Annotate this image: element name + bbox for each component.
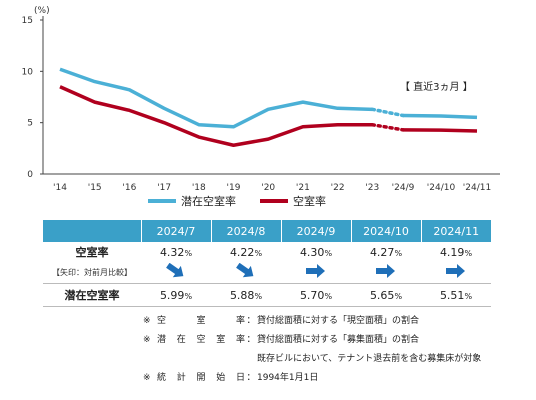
- potential-value-cell: 5.65%: [351, 283, 421, 307]
- x-tick-label: '23: [365, 183, 379, 193]
- table-header-row: 2024/7 2024/8 2024/9 2024/10 2024/11: [43, 220, 491, 242]
- x-tick-label: '24/10: [427, 183, 456, 193]
- trend-arrow-shape: [376, 264, 395, 278]
- chart-axes: 0 5 10 15 '14 '15 '16 '17 '18 '19 '20 '21 '22 '23 '24/…: [22, 16, 500, 193]
- trend-arrow-cell: [141, 262, 211, 284]
- table-header-cell: 2024/7: [141, 220, 212, 242]
- legend-label-potential: 潜在空室率: [181, 195, 236, 208]
- potential-value-cell: 5.88%: [211, 283, 281, 307]
- potential-vacancy-row: 潜在空室率 5.99% 5.88% 5.70% 5.65% 5.51%: [43, 283, 491, 307]
- footnote-row: ※ 空室率：貸付総面積に対する「現空面積」の割合: [143, 312, 481, 331]
- x-tick-label: '15: [88, 183, 102, 193]
- trend-arrow-icon: [306, 264, 325, 278]
- trend-arrow-cell: [281, 262, 351, 284]
- legend-swatch-potential: [148, 199, 176, 203]
- monthly-data-table: 2024/7 2024/8 2024/9 2024/10 2024/11 空室率…: [43, 220, 491, 307]
- table-header-cell: 2024/8: [211, 220, 282, 242]
- trend-arrow-shape: [446, 264, 465, 278]
- x-tick-label: '18: [192, 183, 206, 193]
- footnote-row: ※ 統計開始日： 1994年1月1日: [143, 369, 481, 388]
- footnote-term: [157, 350, 245, 369]
- y-axis-unit: (%): [34, 6, 50, 16]
- potential-value-cell: 5.70%: [281, 283, 351, 307]
- trend-arrow-cell: [211, 262, 281, 284]
- y-tick-label: 5: [27, 119, 33, 129]
- vacancy-value-cell: 4.32%: [159, 245, 193, 259]
- legend-item-potential: 潜在空室率: [148, 193, 236, 209]
- series-line-0: [59, 67, 373, 129]
- series-connector-1: [370, 122, 405, 132]
- line-chart: 0 5 10 15 '14 '15 '16 '17 '18 '19 '20 '21 '22 '23 '24/…: [22, 6, 500, 193]
- footnote-row: ※ 潜在空室率：貸付総面積に対する「募集面積」の割合: [143, 331, 481, 350]
- recent-3-months-annotation: 【 直近3ヵ月 】: [400, 80, 473, 93]
- footnote-text: 貸付総面積に対する「募集面積」の割合: [257, 335, 420, 345]
- trend-arrow-shape: [166, 262, 184, 278]
- trend-arrow-icon: [446, 264, 465, 278]
- vacancy-value-cell: 4.22%: [229, 245, 263, 259]
- trend-arrow-cell: [351, 262, 421, 284]
- x-tick-label: '22: [331, 183, 345, 193]
- footnote-text: 既存ビルにおいて、テナント退去前を含む募集床が対象: [257, 354, 482, 364]
- footnote-mark: [143, 350, 157, 369]
- vacancy-value-cell: 4.27%: [369, 245, 403, 259]
- vacancy-value-cell: 4.30%: [299, 245, 333, 259]
- trend-arrow-shape: [236, 262, 254, 278]
- trend-arrow-shape: [306, 264, 325, 278]
- y-tick-label: 15: [22, 16, 33, 26]
- footnote-colon: [245, 350, 257, 369]
- series-line-1: [59, 85, 373, 148]
- footnote-mark: ※: [143, 335, 151, 345]
- series-recent-line-1: [402, 128, 478, 133]
- potential-value-cell: 5.99%: [141, 283, 211, 307]
- x-tick-label: '24/11: [463, 183, 491, 193]
- table-header-cell: 2024/11: [421, 220, 491, 242]
- trend-arrow-icon: [376, 264, 395, 278]
- table-corner: [43, 220, 142, 242]
- x-tick-label: '16: [122, 183, 136, 193]
- footnote-colon: ：: [246, 373, 256, 383]
- table-header-cell: 2024/10: [351, 220, 422, 242]
- potential-value-cell: 5.51%: [421, 283, 491, 307]
- footnote-text: 貸付総面積に対する「現空面積」の割合: [257, 316, 420, 326]
- footnote-text: 1994年1月1日: [257, 373, 319, 383]
- row-label-arrow-note: 【矢印：対前月比較】: [43, 262, 141, 284]
- x-tick-label: '21: [296, 183, 310, 193]
- chart-legend: 潜在空室率 空室率: [148, 193, 350, 209]
- arrow-row: 【矢印：対前月比較】: [43, 262, 491, 284]
- footnote-colon: ：: [246, 316, 256, 326]
- x-tick-label: '17: [157, 183, 171, 193]
- footnote-term: 潜在空室率: [157, 335, 245, 345]
- row-label-vacancy: 空室率: [75, 246, 109, 259]
- legend-swatch-vacancy: [260, 199, 288, 203]
- footnote-mark: ※: [143, 316, 151, 326]
- legend-label-vacancy: 空室率: [293, 195, 326, 208]
- footnote-mark: ※: [143, 373, 151, 383]
- x-tick-label: '24/9: [392, 183, 415, 193]
- series-connector-0: [370, 107, 405, 118]
- x-tick-label: '19: [227, 183, 241, 193]
- footnote-term: 空室率: [157, 316, 245, 326]
- legend-item-vacancy: 空室率: [260, 193, 326, 209]
- footnote-term: 統計開始日: [157, 373, 245, 383]
- x-tick-label: '20: [261, 183, 275, 193]
- footnote-colon: ：: [246, 335, 256, 345]
- y-tick-label: 0: [27, 170, 33, 180]
- y-tick-label: 10: [22, 67, 34, 77]
- footnote-row: 既存ビルにおいて、テナント退去前を含む募集床が対象: [143, 350, 481, 369]
- x-tick-label: '14: [53, 183, 67, 193]
- table-header-cell: 2024/9: [281, 220, 352, 242]
- vacancy-value-cell: 4.19%: [439, 245, 473, 259]
- trend-arrow-cell: [421, 262, 491, 284]
- vacancy-rate-row: 空室率 4.32% 4.22% 4.30% 4.27% 4.19%: [43, 242, 491, 262]
- trend-arrow-icon: [166, 262, 184, 278]
- trend-arrow-icon: [236, 262, 254, 278]
- series-recent-line-0: [402, 113, 478, 120]
- footnotes: ※ 空室率：貸付総面積に対する「現空面積」の割合 ※ 潜在空室率：貸付総面積に対する「…: [143, 312, 481, 388]
- row-label-potential: 潜在空室率: [43, 283, 141, 307]
- chart-series: [59, 67, 478, 148]
